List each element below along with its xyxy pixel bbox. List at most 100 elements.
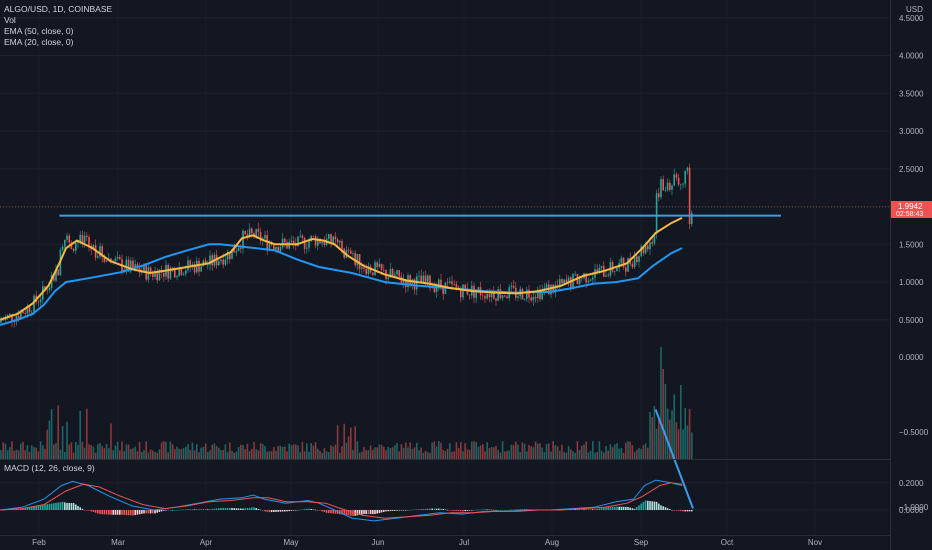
volume-bar [156, 452, 158, 459]
volume-bar [354, 426, 356, 459]
volume-bar [420, 447, 422, 459]
candle-body [279, 247, 282, 252]
candle-body [149, 267, 152, 274]
volume-bar [352, 449, 354, 459]
candle-body [532, 296, 535, 301]
macd-hist-bar [438, 508, 440, 510]
price-tick-label: 1.0000 [899, 278, 924, 287]
macd-hist-bar [343, 510, 345, 515]
macd-hist-bar [33, 506, 35, 510]
candle-body [97, 256, 99, 258]
volume-bar [640, 449, 642, 459]
volume-bar [301, 441, 304, 459]
volume-bar [528, 445, 530, 459]
time-tick-label: Mar [111, 538, 125, 547]
macd-hist-bar [301, 509, 304, 510]
volume-bar [103, 448, 106, 459]
volume-bar [147, 452, 150, 459]
macd-hist-bar [253, 507, 255, 510]
candle-body [88, 236, 90, 246]
volume-bar [664, 383, 667, 459]
candle-body [451, 281, 453, 285]
volume-bar [202, 447, 205, 459]
indicator-ema20[interactable]: EMA (20, close, 0) [4, 37, 74, 47]
candle-body [420, 275, 422, 283]
macd-hist-bar [242, 508, 244, 510]
macd-hist-bar [671, 510, 673, 511]
candle-body [387, 277, 389, 280]
volume-bar [211, 444, 213, 459]
volume-bar [185, 446, 187, 459]
candle-body [493, 291, 495, 299]
macd-hist-bar [160, 510, 163, 512]
volume-bar [642, 445, 645, 459]
candle-body [132, 260, 134, 269]
candle-body [114, 258, 117, 262]
macd-hist-bar [499, 510, 502, 511]
candle-body [475, 291, 477, 298]
candle-body [394, 274, 396, 276]
macd-hist-bar [108, 510, 110, 515]
volume-bar [53, 444, 55, 459]
volume-bar [237, 447, 240, 459]
volume-bar [134, 446, 136, 459]
volume-bar [273, 447, 275, 459]
volume-bar [686, 425, 689, 459]
candle-body [211, 255, 213, 266]
candle-body [11, 313, 13, 322]
candle-body [541, 289, 543, 300]
macd-hist-bar [259, 509, 262, 511]
macd-hist-bar [611, 506, 614, 510]
volume-bar [130, 448, 132, 459]
macd-hist-bar [215, 508, 218, 510]
candle-body [20, 311, 22, 320]
volume-bar [317, 448, 319, 459]
macd-hist-bar [24, 508, 26, 510]
candle-body [675, 174, 678, 178]
macd-hist-bar [152, 510, 154, 514]
volume-bar [57, 405, 59, 459]
candle-body [649, 242, 651, 250]
macd-hist-bar [473, 510, 475, 511]
candle-body [640, 246, 642, 257]
volume-bar [376, 447, 378, 459]
candle-body [277, 246, 279, 252]
indicator-ema50[interactable]: EMA (50, close, 0) [4, 26, 74, 36]
volume-bar [270, 451, 273, 459]
volume-bar [297, 445, 299, 459]
volume-bar [508, 450, 510, 459]
macd-hist-bar [422, 509, 425, 510]
macd-hist-bar [477, 509, 480, 511]
candle-body [297, 236, 299, 247]
volume-bar [506, 450, 508, 459]
indicator-vol[interactable]: Vol [4, 15, 16, 25]
time-tick-label: Aug [545, 538, 559, 547]
volume-bar [539, 443, 541, 459]
price-tag-value: 1.9942 [898, 202, 923, 211]
macd-hist-bar [123, 510, 125, 515]
macd-hist-bar [330, 510, 332, 514]
macd-hist-bar [226, 507, 229, 510]
candle-body [468, 294, 471, 296]
macd-hist-bar [44, 504, 46, 510]
macd-hist-bar [141, 510, 143, 514]
volume-bar [55, 443, 57, 459]
macd-label[interactable]: MACD (12, 26, close, 9) [4, 463, 95, 473]
volume-bar [455, 442, 458, 459]
time-tick-label: Nov [808, 538, 822, 547]
macd-hist-bar [90, 510, 92, 512]
macd-hist-bar [510, 509, 513, 511]
macd-hist-bar [86, 510, 88, 511]
macd-hist-bar [42, 504, 44, 510]
volume-bar [321, 452, 323, 459]
macd-hist-bar [264, 510, 266, 512]
volume-bar [167, 452, 169, 459]
volume-bar [622, 452, 625, 459]
volume-bar [281, 446, 284, 459]
macd-hist-bar [444, 509, 447, 510]
macd-hist-bar [39, 505, 42, 510]
volume-bar [449, 443, 451, 459]
candle-body [284, 238, 286, 243]
candle-body [306, 247, 308, 249]
